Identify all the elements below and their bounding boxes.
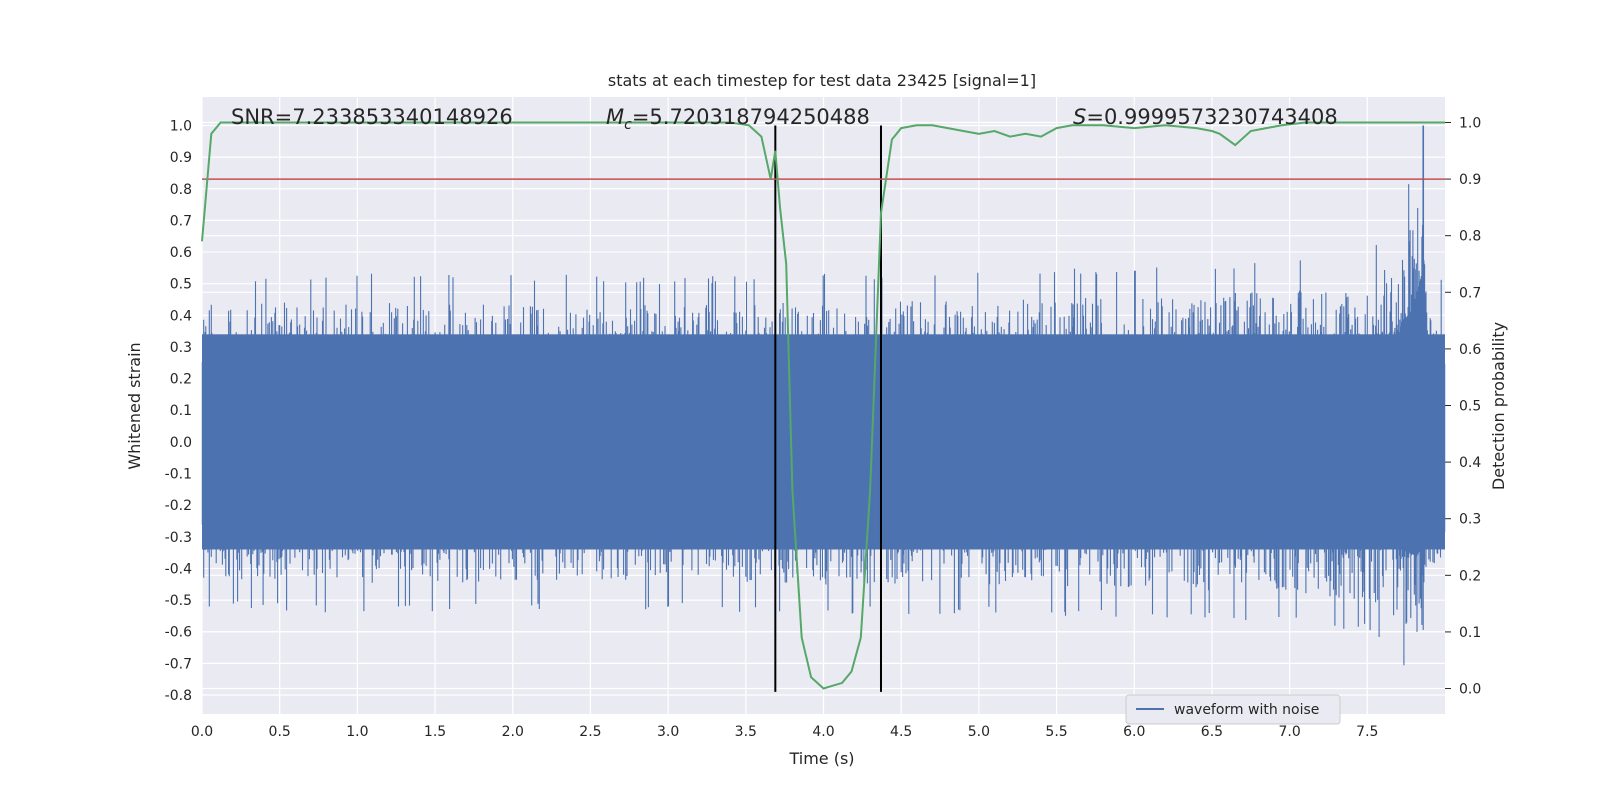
x-tick-label: 2.0 <box>502 724 524 740</box>
y-tick-label: -0.7 <box>165 656 192 672</box>
legend: waveform with noise <box>1125 694 1341 725</box>
y2-tick-label: 0.9 <box>1459 172 1481 188</box>
x-tick-label: 6.0 <box>1123 724 1145 740</box>
x-tick-label: 6.5 <box>1201 724 1223 740</box>
snr-annotation: SNR=7.233853340148926 <box>231 105 513 129</box>
mc-symbol: M <box>606 105 624 129</box>
y-tick-label: -0.4 <box>165 561 192 577</box>
x-tick-label: 7.5 <box>1356 724 1378 740</box>
x-tick-label: 1.0 <box>346 724 368 740</box>
x-tick-label: 7.0 <box>1278 724 1300 740</box>
y2-tick-label: 0.7 <box>1459 285 1481 301</box>
x-tick-label: 3.0 <box>657 724 679 740</box>
y-tick-label: 0.8 <box>170 182 192 198</box>
x-tick-label: 1.5 <box>424 724 446 740</box>
y-tick-label: 0.0 <box>170 435 192 451</box>
x-tick-label: 2.5 <box>579 724 601 740</box>
mc-value: =5.720318794250488 <box>632 105 870 129</box>
y2-tick-labels: 1.0 0.9 0.8 0.7 0.6 0.5 0.4 0.3 0.2 0.1 0.0 <box>1459 115 1481 697</box>
y2-tick-label: 0.2 <box>1459 568 1481 584</box>
y2-tick-label: 0.4 <box>1459 455 1481 471</box>
y-tick-label: -0.8 <box>165 688 192 704</box>
y-tick-label: 1.0 <box>170 118 192 134</box>
y-tick-label: -0.3 <box>165 530 192 546</box>
y2-tick-label: 0.5 <box>1459 399 1481 415</box>
y-tick-label: -0.2 <box>165 498 192 514</box>
y2-axis-label: Detection probability <box>1489 322 1508 490</box>
s-symbol: S <box>1073 105 1086 129</box>
y-tick-label: 0.9 <box>170 150 192 166</box>
mc-annotation: Mc=5.720318794250488 <box>606 105 870 133</box>
noise-waveform <box>201 125 1446 666</box>
detection-probability-line <box>201 121 1445 690</box>
y-tick-label: -0.6 <box>165 625 192 641</box>
y2-tick-label: 0.0 <box>1459 682 1481 698</box>
y-tick-label: 0.1 <box>170 403 192 419</box>
y-tick-label: 0.4 <box>170 308 192 324</box>
y-tick-label: -0.1 <box>165 467 192 483</box>
y-axis-label: Whitened strain <box>125 342 144 469</box>
x-tick-label: 5.5 <box>1045 724 1067 740</box>
y-tick-label: 0.3 <box>170 340 192 356</box>
x-tick-label: 0.5 <box>269 724 291 740</box>
y-tick-label: 0.5 <box>170 277 192 293</box>
y-tick-label: 0.6 <box>170 245 192 261</box>
y2-tick-label: 0.3 <box>1459 512 1481 528</box>
y-tick-label: -0.5 <box>165 593 192 609</box>
noise-spikes <box>201 158 1446 666</box>
x-axis-label: Time (s) <box>788 749 854 768</box>
x-tick-labels: 0.0 0.5 1.0 1.5 2.0 2.5 3.0 3.5 4.0 4.5 5.0 5.5 6.0 6… <box>191 724 1379 740</box>
x-tick-label: 4.5 <box>890 724 912 740</box>
y-tick-label: 0.2 <box>170 372 192 388</box>
s-annotation: S=0.9999573230743408 <box>1073 105 1338 129</box>
s-value: =0.9999573230743408 <box>1086 105 1337 129</box>
y-tick-labels: 1.0 0.9 0.8 0.7 0.6 0.5 0.4 0.3 0.2 0.1 0.0 -0.1 -0.… <box>165 118 192 704</box>
mc-subscript: c <box>624 117 632 133</box>
x-tick-label: 3.5 <box>735 724 757 740</box>
legend-box <box>1125 694 1341 725</box>
y2-tick-label: 0.1 <box>1459 625 1481 641</box>
y-tick-label: 0.7 <box>170 213 192 229</box>
x-tick-label: 5.0 <box>968 724 990 740</box>
x-tick-label: 0.0 <box>191 724 213 740</box>
y2-tick-label: 0.8 <box>1459 229 1481 245</box>
y2-tick-label: 0.6 <box>1459 342 1481 358</box>
x-tick-label: 4.0 <box>812 724 834 740</box>
y2-tick-label: 1.0 <box>1459 115 1481 131</box>
chart-title: stats at each timestep for test data 234… <box>608 71 1036 90</box>
legend-label: waveform with noise <box>1174 702 1319 718</box>
